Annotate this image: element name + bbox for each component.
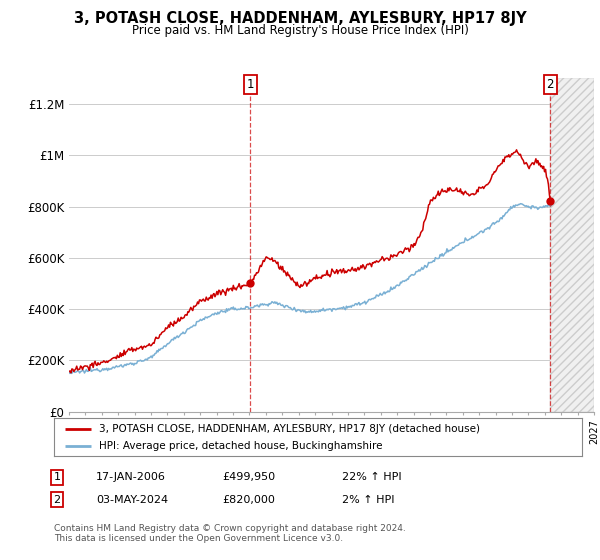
Text: HPI: Average price, detached house, Buckinghamshire: HPI: Average price, detached house, Buck… (99, 441, 382, 451)
Text: 3, POTASH CLOSE, HADDENHAM, AYLESBURY, HP17 8JY: 3, POTASH CLOSE, HADDENHAM, AYLESBURY, H… (74, 11, 526, 26)
Text: 2: 2 (53, 494, 61, 505)
Text: 1: 1 (53, 472, 61, 482)
Text: Price paid vs. HM Land Registry's House Price Index (HPI): Price paid vs. HM Land Registry's House … (131, 24, 469, 36)
Text: 3, POTASH CLOSE, HADDENHAM, AYLESBURY, HP17 8JY (detached house): 3, POTASH CLOSE, HADDENHAM, AYLESBURY, H… (99, 424, 480, 434)
Text: 2: 2 (547, 78, 554, 91)
Text: 17-JAN-2006: 17-JAN-2006 (96, 472, 166, 482)
Text: 22% ↑ HPI: 22% ↑ HPI (342, 472, 401, 482)
Text: Contains HM Land Registry data © Crown copyright and database right 2024.
This d: Contains HM Land Registry data © Crown c… (54, 524, 406, 543)
Text: 1: 1 (247, 78, 254, 91)
Text: £820,000: £820,000 (222, 494, 275, 505)
Bar (550, 78, 594, 412)
Text: £499,950: £499,950 (222, 472, 275, 482)
Text: 2% ↑ HPI: 2% ↑ HPI (342, 494, 395, 505)
Text: 03-MAY-2024: 03-MAY-2024 (96, 494, 168, 505)
